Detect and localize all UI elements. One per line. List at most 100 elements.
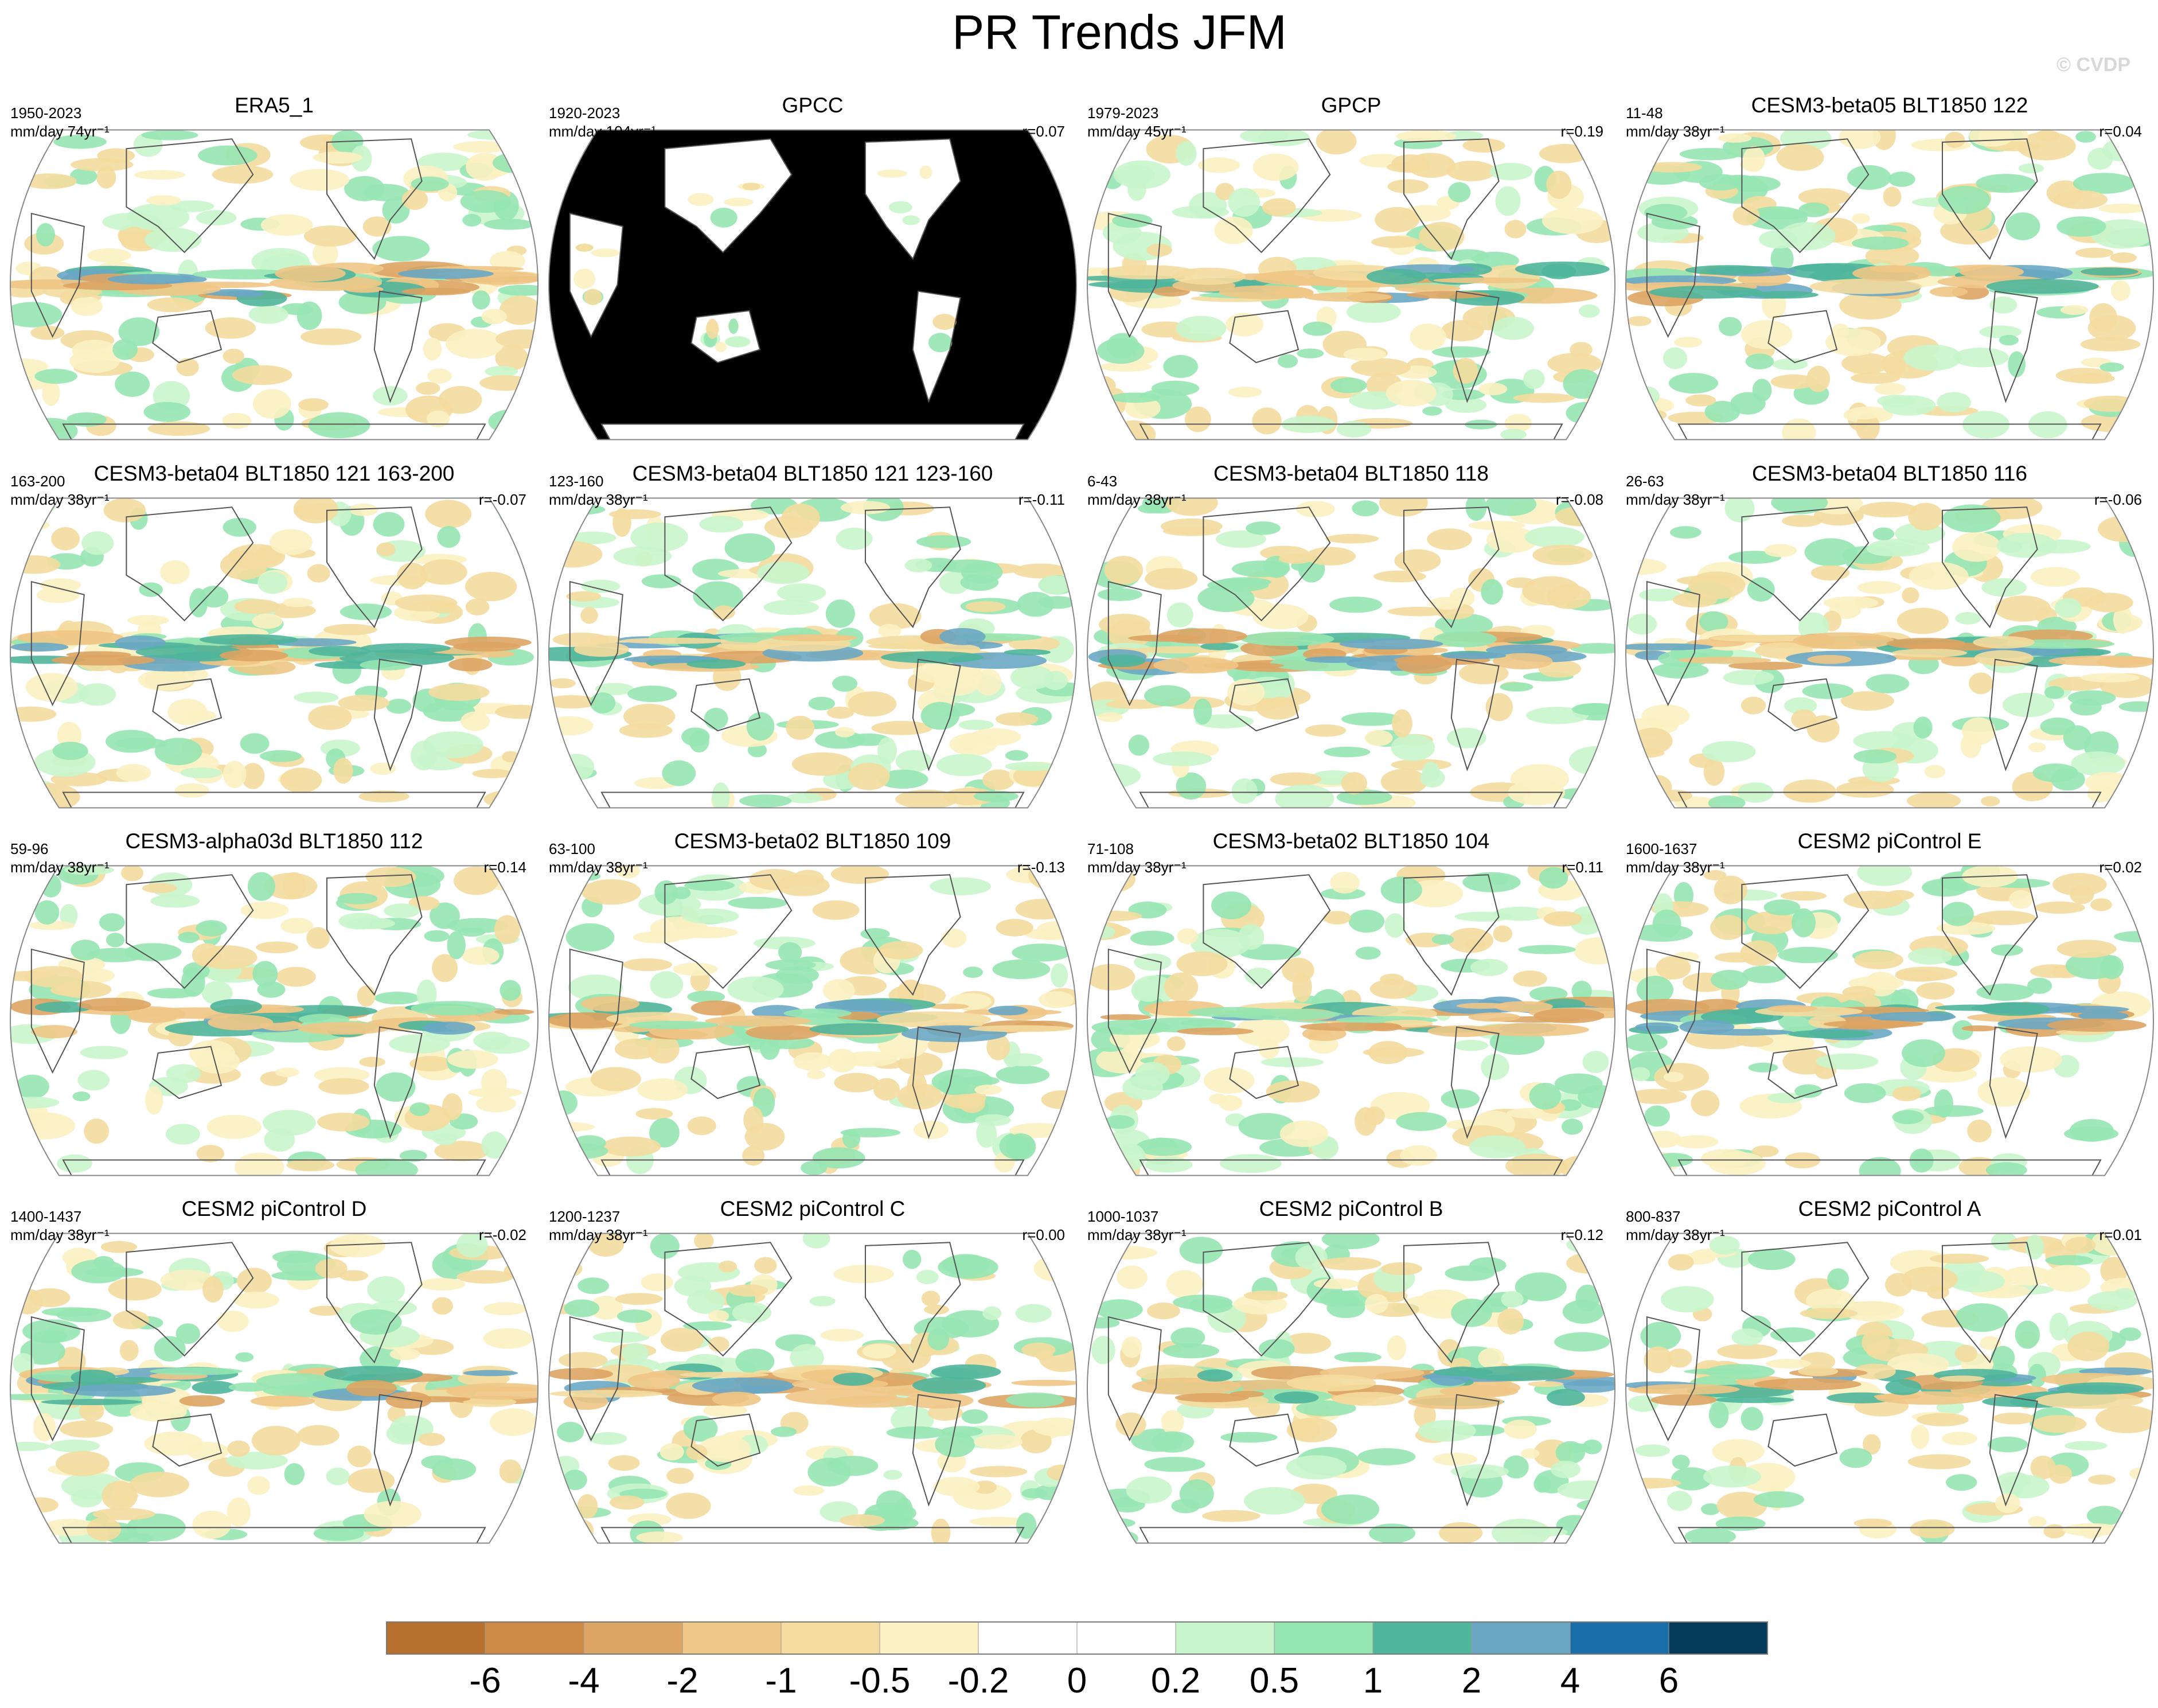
trend-cell — [134, 170, 185, 180]
trend-cell — [303, 225, 357, 247]
trend-cell — [1101, 265, 1196, 280]
trend-cell — [1135, 646, 1224, 654]
coastline — [1107, 1316, 1162, 1442]
trend-cell — [2035, 1391, 2144, 1409]
trend-cell — [217, 1311, 249, 1332]
trend-cell — [1387, 1335, 1406, 1360]
trend-cell — [362, 184, 409, 201]
coastline — [1767, 1046, 1838, 1099]
trend-cell — [575, 244, 594, 252]
trend-cell — [1258, 1339, 1295, 1359]
coastline — [1229, 1413, 1300, 1467]
trend-cell — [1219, 1154, 1282, 1173]
trend-cell — [580, 607, 598, 624]
trend-cell — [10, 1441, 50, 1452]
trend-cell — [807, 1070, 825, 1079]
panel-period: 1920-2023 — [549, 104, 620, 122]
trend-cell — [1017, 591, 1054, 617]
coastline — [1942, 874, 2038, 996]
trend-cell — [1039, 575, 1072, 595]
trend-cell — [1806, 1289, 1855, 1313]
trend-cell — [1478, 1348, 1505, 1368]
trend-cell — [1513, 970, 1547, 987]
trend-cell — [1627, 397, 1675, 414]
trend-cell — [446, 1383, 538, 1400]
trend-cell — [1087, 375, 1116, 396]
trend-cell — [1857, 865, 1913, 886]
trend-cell — [422, 1021, 476, 1035]
trend-cell — [1493, 653, 1553, 670]
trend-cell — [932, 314, 957, 330]
trend-cell — [1903, 344, 1962, 371]
trend-cell — [430, 602, 457, 614]
trend-cell — [358, 790, 409, 802]
trend-cell — [462, 946, 499, 965]
trend-cell — [746, 712, 775, 741]
trend-cell — [2100, 1257, 2128, 1285]
trend-cell — [1874, 383, 1906, 395]
trend-cell — [362, 216, 392, 237]
trend-cell — [1165, 498, 1218, 516]
trend-cell — [1373, 570, 1426, 583]
trend-cell — [1863, 1434, 1881, 1455]
trend-cell — [226, 290, 265, 298]
trend-cell — [988, 1005, 1028, 1016]
panel-units: mm/day 38yr⁻¹ — [549, 1226, 648, 1243]
trend-cell — [1784, 697, 1817, 715]
trend-cell — [1706, 1364, 1775, 1380]
trend-cell — [411, 740, 437, 771]
trend-cell — [2088, 1475, 2116, 1485]
trend-cell — [771, 634, 858, 642]
trend-cell — [1523, 369, 1545, 389]
trend-cell — [1840, 691, 1894, 711]
trend-cell — [1099, 654, 1146, 668]
trend-cell — [2054, 598, 2082, 618]
panel-title: CESM3-alpha03d BLT1850 112 — [125, 829, 423, 853]
trend-cell — [253, 389, 291, 419]
trend-cell — [712, 782, 730, 808]
trend-cell — [1809, 278, 1922, 294]
trend-cell — [1435, 613, 1493, 637]
trend-cell — [622, 1343, 649, 1364]
trend-cell — [40, 578, 81, 592]
trend-cell — [1364, 730, 1393, 746]
trend-cell — [1853, 1518, 1892, 1528]
trend-cell — [1279, 1120, 1328, 1147]
trend-cell — [1365, 1294, 1388, 1314]
trend-cell — [1948, 1270, 2005, 1293]
trend-cell — [1104, 1115, 1135, 1129]
trend-cell — [1886, 638, 1966, 649]
trend-cell — [1021, 1488, 1048, 1499]
coastline — [865, 874, 961, 996]
trend-cell — [1632, 386, 1660, 406]
trend-cell — [808, 696, 836, 711]
trend-cell — [975, 669, 1002, 696]
coastline — [30, 580, 85, 707]
trend-cell — [1718, 133, 1752, 143]
trend-cell — [1286, 1374, 1376, 1391]
trend-cell — [1704, 400, 1741, 423]
trend-cell — [1305, 547, 1356, 566]
trend-cell — [169, 200, 214, 212]
trend-cell — [1095, 1246, 1157, 1260]
trend-cell — [309, 646, 371, 657]
trend-cell — [982, 769, 1015, 790]
trend-cell — [1741, 696, 1766, 715]
trend-cell — [1764, 544, 1797, 557]
map-frame — [1086, 129, 1616, 440]
trend-cell — [36, 223, 55, 247]
coastline — [600, 423, 1025, 440]
trend-cell — [2002, 692, 2055, 717]
trend-cell — [196, 920, 227, 937]
colorbar-swatch — [682, 1621, 782, 1655]
trend-cell — [233, 1292, 279, 1309]
trend-cell — [1321, 1494, 1380, 1524]
trend-cell — [1121, 1336, 1142, 1358]
trend-cell — [2056, 939, 2117, 958]
trend-cell — [1244, 967, 1274, 985]
coastline — [1989, 1026, 2038, 1139]
trend-cell — [802, 1233, 830, 1249]
trend-cell — [257, 571, 288, 594]
panel-correlation: r=-0.07 — [479, 491, 526, 508]
trend-cell — [71, 296, 103, 316]
